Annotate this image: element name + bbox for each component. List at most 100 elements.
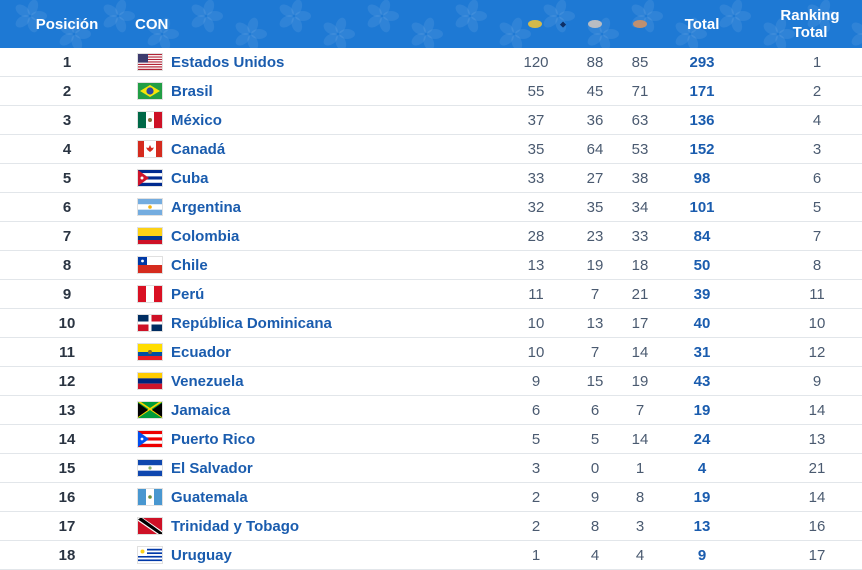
header-ranking-line1: Ranking [780, 7, 839, 24]
country-link[interactable]: México [171, 106, 222, 134]
total-count: 9 [676, 541, 728, 569]
colombia-flag-icon [137, 222, 163, 250]
country-link[interactable]: Puerto Rico [171, 425, 255, 453]
gold-medal-icon[interactable] [515, 0, 555, 48]
ranking-total: 14 [794, 483, 840, 511]
bronze-count: 18 [616, 251, 664, 279]
table-row: 13 Jamaica 6 6 7 19 14 [0, 396, 862, 425]
country-link[interactable]: Ecuador [171, 338, 231, 366]
country-link[interactable]: República Dominicana [171, 309, 332, 337]
ranking-total: 11 [794, 280, 840, 308]
peru-flag-icon [137, 280, 163, 308]
chile-flag-icon [137, 251, 163, 279]
gold-count: 13 [512, 251, 560, 279]
country-link[interactable]: Uruguay [171, 541, 232, 569]
table-row: 2 Brasil 55 45 71 171 2 [0, 77, 862, 106]
position-cell: 5 [28, 164, 106, 192]
gold-count: 28 [512, 222, 560, 250]
country-link[interactable]: Colombia [171, 222, 239, 250]
cuba-flag-icon [137, 164, 163, 192]
table-row: 10 República Dominicana 10 13 17 40 10 [0, 309, 862, 338]
silver-count: 5 [571, 425, 619, 453]
country-link[interactable]: Argentina [171, 193, 241, 221]
bronze-count: 3 [616, 512, 664, 540]
table-row: 14 Puerto Rico 5 5 14 24 13 [0, 425, 862, 454]
bronze-count: 17 [616, 309, 664, 337]
total-count: 4 [676, 454, 728, 482]
table-header: Posición CON ⬥ Total Ranking Total [0, 0, 862, 48]
silver-count: 35 [571, 193, 619, 221]
gold-count: 9 [512, 367, 560, 395]
country-link[interactable]: Chile [171, 251, 208, 279]
silver-count: 64 [571, 135, 619, 163]
header-con[interactable]: CON [135, 0, 168, 48]
position-cell: 7 [28, 222, 106, 250]
usa-flag-icon [137, 48, 163, 76]
gold-count: 5 [512, 425, 560, 453]
silver-count: 45 [571, 77, 619, 105]
total-count: 13 [676, 512, 728, 540]
total-count: 101 [676, 193, 728, 221]
table-row: 16 Guatemala 2 9 8 19 14 [0, 483, 862, 512]
position-cell: 4 [28, 135, 106, 163]
header-ranking-line2: Total [793, 24, 828, 41]
silver-count: 19 [571, 251, 619, 279]
mexico-flag-icon [137, 106, 163, 134]
ranking-total: 2 [794, 77, 840, 105]
country-link[interactable]: Canadá [171, 135, 225, 163]
country-link[interactable]: Brasil [171, 77, 213, 105]
dominican-republic-flag-icon [137, 309, 163, 337]
country-link[interactable]: Cuba [171, 164, 209, 192]
bronze-count: 21 [616, 280, 664, 308]
total-count: 171 [676, 77, 728, 105]
country-link[interactable]: Venezuela [171, 367, 244, 395]
country-link[interactable]: Guatemala [171, 483, 248, 511]
silver-count: 36 [571, 106, 619, 134]
table-row: 3 México 37 36 63 136 4 [0, 106, 862, 135]
country-link[interactable]: Perú [171, 280, 204, 308]
country-link[interactable]: Trinidad y Tobago [171, 512, 299, 540]
table-row: 9 Perú 11 7 21 39 11 [0, 280, 862, 309]
silver-count: 27 [571, 164, 619, 192]
ecuador-flag-icon [137, 338, 163, 366]
bronze-count: 85 [616, 48, 664, 76]
gold-count: 33 [512, 164, 560, 192]
table-row: 12 Venezuela 9 15 19 43 9 [0, 367, 862, 396]
trinidad-and-tobago-flag-icon [137, 512, 163, 540]
argentina-flag-icon [137, 193, 163, 221]
silver-count: 13 [571, 309, 619, 337]
total-count: 19 [676, 396, 728, 424]
guatemala-flag-icon [137, 483, 163, 511]
total-count: 152 [676, 135, 728, 163]
silver-count: 6 [571, 396, 619, 424]
table-row: 1 Estados Unidos 120 88 85 293 1 [0, 48, 862, 77]
position-cell: 13 [28, 396, 106, 424]
ranking-total: 1 [794, 48, 840, 76]
silver-count: 9 [571, 483, 619, 511]
country-link[interactable]: El Salvador [171, 454, 253, 482]
gold-count: 32 [512, 193, 560, 221]
ranking-total: 14 [794, 396, 840, 424]
ranking-total: 10 [794, 309, 840, 337]
bronze-medal-icon[interactable] [620, 0, 660, 48]
position-cell: 10 [28, 309, 106, 337]
header-position[interactable]: Posición [28, 0, 106, 48]
total-count: 84 [676, 222, 728, 250]
country-link[interactable]: Estados Unidos [171, 48, 284, 76]
bronze-count: 1 [616, 454, 664, 482]
position-cell: 6 [28, 193, 106, 221]
header-total[interactable]: Total [676, 0, 728, 48]
bronze-count: 7 [616, 396, 664, 424]
bronze-count: 71 [616, 77, 664, 105]
ranking-total: 7 [794, 222, 840, 250]
country-link[interactable]: Jamaica [171, 396, 230, 424]
sort-icon[interactable]: ⬥ [555, 0, 571, 48]
table-row: 8 Chile 13 19 18 50 8 [0, 251, 862, 280]
silver-count: 0 [571, 454, 619, 482]
header-ranking-total[interactable]: Ranking Total [770, 0, 850, 48]
table-row: 6 Argentina 32 35 34 101 5 [0, 193, 862, 222]
uruguay-flag-icon [137, 541, 163, 569]
table-row: 15 El Salvador 3 0 1 4 21 [0, 454, 862, 483]
silver-medal-icon[interactable] [575, 0, 615, 48]
